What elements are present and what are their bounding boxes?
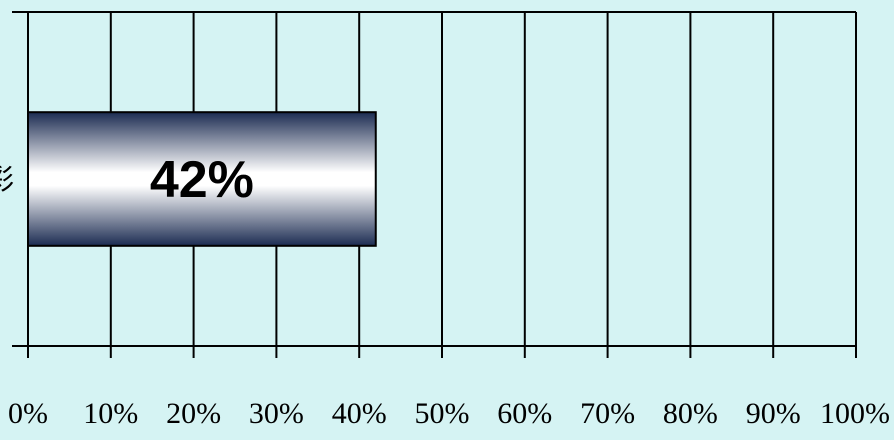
bar-data-label-0: 42% xyxy=(150,151,254,209)
x-tick-label-80: 80% xyxy=(663,397,718,430)
bars: 42% xyxy=(27,111,377,247)
x-tick-label-20: 20% xyxy=(166,397,221,430)
x-tick-label-10: 10% xyxy=(83,397,138,430)
x-tick-label-100: 100% xyxy=(820,397,890,430)
bar-0 xyxy=(27,111,377,247)
x-tick-label-30: 30% xyxy=(249,397,304,430)
x-tick-label-60: 60% xyxy=(497,397,552,430)
x-tick-label-40: 40% xyxy=(332,397,387,430)
tick-labels: 彩 0% 10% 20% 30% 40% 50% 60% 70% 80% 90% 100% xyxy=(0,165,890,430)
x-tick-label-90: 90% xyxy=(746,397,801,430)
category-label-0: 彩 xyxy=(0,165,14,196)
x-axis xyxy=(12,11,857,358)
x-tick-label-50: 50% xyxy=(415,397,470,430)
x-tick-label-70: 70% xyxy=(580,397,635,430)
x-tick-label-0: 0% xyxy=(8,397,48,430)
